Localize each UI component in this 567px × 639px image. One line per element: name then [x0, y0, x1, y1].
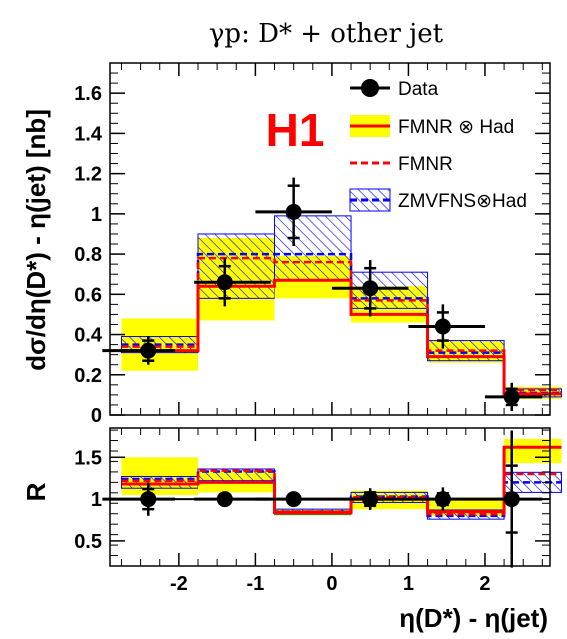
- data-point: [216, 491, 233, 508]
- bottom-panel: 0.5 1 1.5 -2 -1 0 1 2 R: [21, 427, 562, 595]
- zmvfns-band-bin: [197, 233, 276, 299]
- data-point: [140, 342, 157, 359]
- x-tick-label: 1: [403, 573, 414, 595]
- zmvfns-line: [121, 470, 562, 518]
- data-point: [362, 491, 379, 508]
- data-point: [434, 318, 451, 335]
- y-tick-label: 1.4: [74, 123, 103, 145]
- y-tick-label: 1: [91, 489, 102, 511]
- legend-data-marker: [361, 79, 379, 97]
- fmnr-had-band-bin: [504, 438, 562, 464]
- bottom-x-axis: -2 -1 0 1 2: [120, 428, 543, 595]
- top-lines: [121, 252, 562, 396]
- data-point: [140, 491, 157, 508]
- y-tick-label: 0: [91, 405, 102, 427]
- top-panel: 0 0.2 0.4 0.6 0.8 1 1.2 1.4 1.6 H1 Data FMNR ⊗ Ha…: [21, 62, 562, 427]
- top-frame: [109, 62, 551, 416]
- bottom-frame: [109, 427, 551, 567]
- bottom-data-points: [102, 430, 543, 568]
- data-point: [285, 203, 302, 220]
- legend: Data FMNR ⊗ Had FMNR ZMVFNS⊗Had: [349, 79, 527, 212]
- y-tick-label: 1.5: [74, 447, 102, 469]
- y-tick-label: 1.2: [74, 164, 102, 186]
- data-point: [503, 388, 520, 405]
- data-point: [434, 491, 451, 508]
- legend-label: FMNR: [398, 154, 453, 175]
- y-tick-label: 0.5: [74, 531, 102, 553]
- top-data-points: [102, 177, 543, 411]
- y-tick-label: 0.8: [74, 244, 102, 266]
- x-tick-label: -1: [246, 573, 264, 595]
- y-tick-label: 0.6: [74, 284, 102, 306]
- legend-label: Data: [398, 79, 439, 100]
- bottom-y-axis: 0.5 1 1.5: [74, 429, 550, 567]
- data-point: [285, 491, 302, 508]
- top-y-label: dσ/dη(D*) - η(jet) [nb]: [21, 109, 51, 371]
- x-tick-label: 0: [326, 573, 337, 595]
- data-point: [503, 491, 520, 508]
- y-tick-label: 0.4: [74, 325, 103, 347]
- top-x-ticks: [120, 63, 543, 415]
- x-tick-label: 2: [479, 573, 490, 595]
- fmnr-had-line: [121, 278, 562, 396]
- legend-label: ZMVFNS⊗Had: [398, 191, 527, 212]
- h1-logo: H1: [266, 104, 325, 156]
- zmvfns-band-bin: [274, 215, 352, 281]
- legend-label: FMNR ⊗ Had: [398, 117, 514, 138]
- y-tick-label: 0.2: [74, 365, 102, 387]
- chart-title: γp: D* + other jet: [209, 19, 444, 49]
- bottom-y-label: R: [21, 482, 51, 501]
- x-axis-label: η(D*) - η(jet): [399, 603, 548, 633]
- data-point: [216, 274, 233, 291]
- y-tick-label: 1: [91, 204, 102, 226]
- x-tick-label: -2: [170, 573, 188, 595]
- data-point: [362, 280, 379, 297]
- y-tick-label: 1.6: [74, 83, 102, 105]
- top-bands: [120, 215, 562, 399]
- top-y-axis: 0 0.2 0.4 0.6 0.8 1 1.2 1.4 1.6: [74, 62, 550, 427]
